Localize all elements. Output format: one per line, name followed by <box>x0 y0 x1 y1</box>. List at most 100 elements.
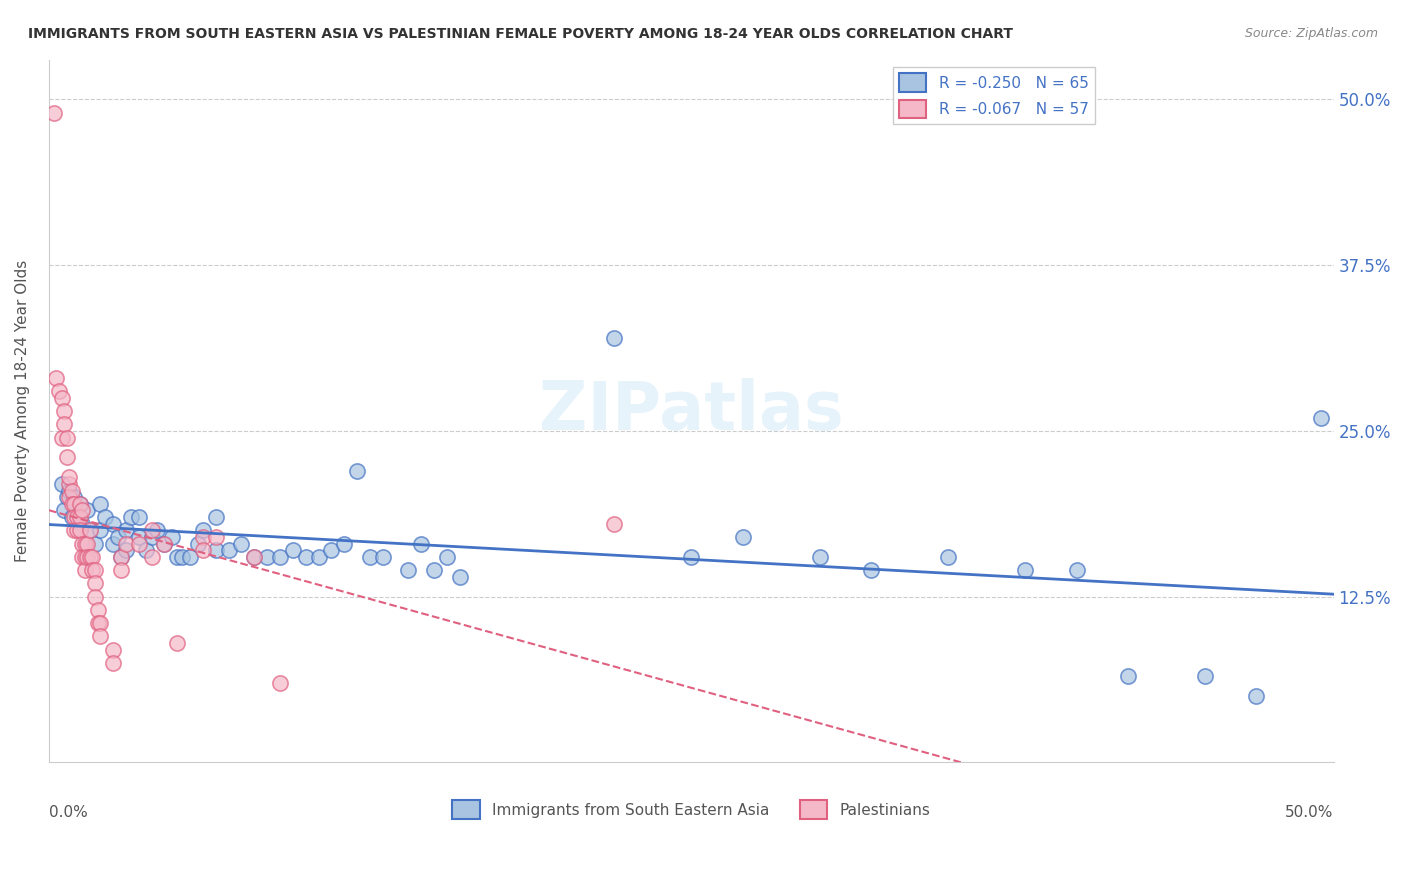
Point <box>110 563 132 577</box>
Point <box>218 543 240 558</box>
Point <box>1194 669 1216 683</box>
Point <box>166 549 188 564</box>
Point <box>256 549 278 564</box>
Point <box>141 530 163 544</box>
Point <box>45 371 67 385</box>
Point <box>114 524 136 538</box>
Point <box>243 549 266 564</box>
Point <box>281 543 304 558</box>
Point <box>128 510 150 524</box>
Text: Source: ZipAtlas.com: Source: ZipAtlas.com <box>1244 27 1378 40</box>
Point <box>89 524 111 538</box>
Point <box>84 576 107 591</box>
Point <box>731 530 754 544</box>
Point <box>53 417 76 432</box>
Point <box>141 549 163 564</box>
Point <box>60 510 83 524</box>
Point <box>191 524 214 538</box>
Point <box>110 549 132 564</box>
Point <box>66 510 89 524</box>
Point <box>51 431 73 445</box>
Point <box>101 656 124 670</box>
Point <box>53 404 76 418</box>
Point <box>346 464 368 478</box>
Point <box>411 536 433 550</box>
Point <box>153 536 176 550</box>
Point <box>60 483 83 498</box>
Point <box>269 549 291 564</box>
Point <box>101 536 124 550</box>
Point <box>308 549 330 564</box>
Point <box>84 536 107 550</box>
Point <box>145 524 167 538</box>
Point <box>321 543 343 558</box>
Point <box>73 563 96 577</box>
Point <box>70 503 93 517</box>
Point <box>86 603 108 617</box>
Point <box>84 590 107 604</box>
Point <box>55 450 77 465</box>
Point <box>58 470 80 484</box>
Point <box>63 490 86 504</box>
Point <box>55 431 77 445</box>
Point <box>94 510 117 524</box>
Point <box>86 616 108 631</box>
Point <box>60 497 83 511</box>
Point <box>79 524 101 538</box>
Point <box>191 543 214 558</box>
Point <box>1066 563 1088 577</box>
Point <box>48 384 70 398</box>
Point <box>436 549 458 564</box>
Point <box>89 497 111 511</box>
Point <box>681 549 703 564</box>
Point <box>187 536 209 550</box>
Point <box>231 536 253 550</box>
Point <box>51 477 73 491</box>
Point <box>79 524 101 538</box>
Point <box>153 536 176 550</box>
Point <box>70 549 93 564</box>
Point <box>1309 410 1331 425</box>
Point <box>69 497 91 511</box>
Point <box>58 477 80 491</box>
Point <box>120 510 142 524</box>
Point <box>1246 689 1268 703</box>
Point <box>191 530 214 544</box>
Point <box>179 549 201 564</box>
Point <box>141 524 163 538</box>
Point <box>166 636 188 650</box>
Point <box>69 524 91 538</box>
Point <box>70 536 93 550</box>
Point <box>243 549 266 564</box>
Point <box>603 516 626 531</box>
Point <box>135 543 157 558</box>
Point <box>82 563 104 577</box>
Point <box>172 549 194 564</box>
Point <box>73 549 96 564</box>
Point <box>76 536 98 550</box>
Point <box>55 490 77 504</box>
Point <box>294 549 316 564</box>
Point <box>73 536 96 550</box>
Point <box>859 563 882 577</box>
Point <box>110 549 132 564</box>
Point <box>449 570 471 584</box>
Point <box>114 543 136 558</box>
Point <box>423 563 446 577</box>
Point <box>398 563 420 577</box>
Text: ZIPatlas: ZIPatlas <box>538 378 844 444</box>
Point <box>1116 669 1139 683</box>
Point <box>603 331 626 345</box>
Point <box>51 391 73 405</box>
Point <box>204 530 226 544</box>
Point <box>42 105 65 120</box>
Point <box>82 549 104 564</box>
Point <box>89 630 111 644</box>
Point <box>204 510 226 524</box>
Text: 50.0%: 50.0% <box>1285 805 1333 820</box>
Point <box>79 549 101 564</box>
Point <box>808 549 831 564</box>
Point <box>89 616 111 631</box>
Point <box>160 530 183 544</box>
Point <box>333 536 356 550</box>
